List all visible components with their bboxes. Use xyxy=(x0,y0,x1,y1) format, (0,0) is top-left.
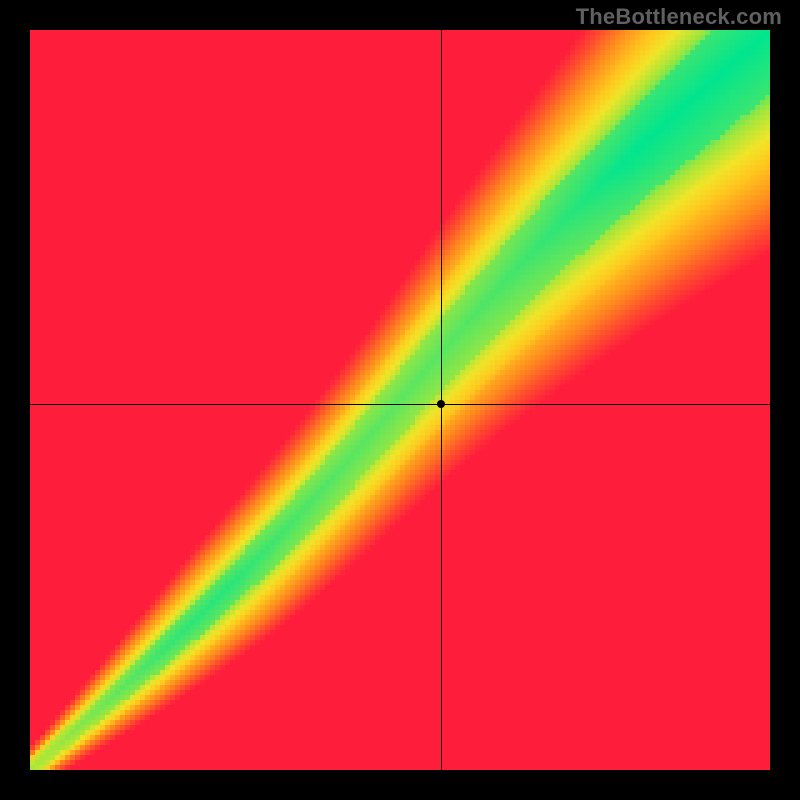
plot-frame xyxy=(30,30,770,770)
crosshair-dot xyxy=(437,400,445,408)
bottleneck-heatmap xyxy=(30,30,770,770)
crosshair-horizontal xyxy=(30,404,770,405)
watermark-text: TheBottleneck.com xyxy=(576,4,782,30)
